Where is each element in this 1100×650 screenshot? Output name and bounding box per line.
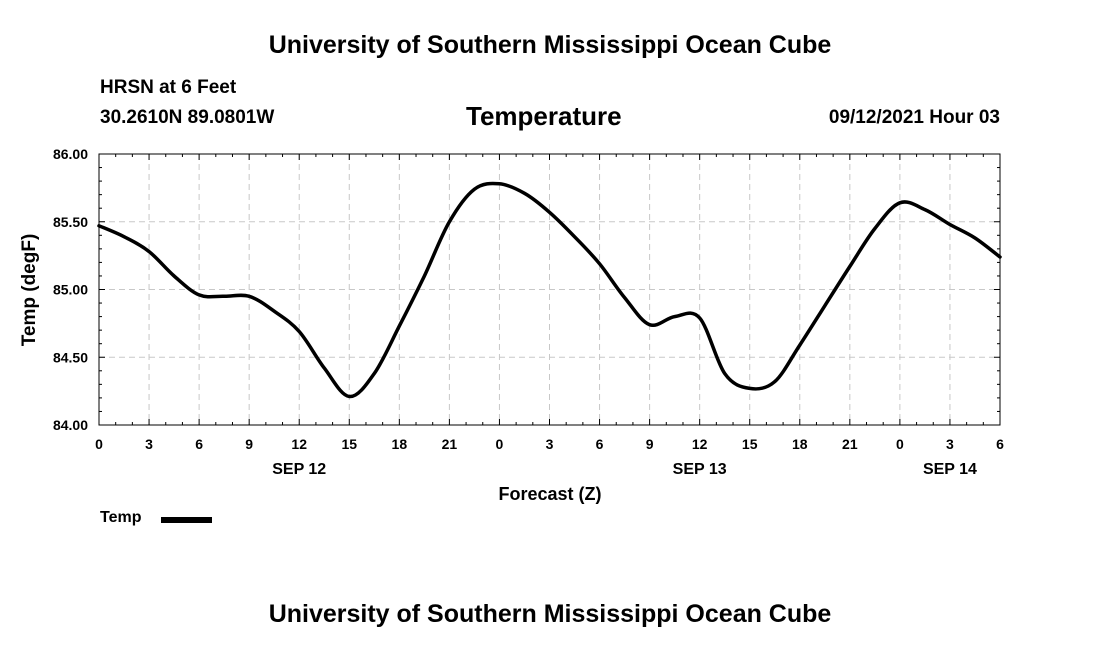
x-tick-label: 12: [291, 436, 307, 452]
y-tick-label: 85.50: [53, 214, 88, 230]
y-tick-label: 84.50: [53, 349, 88, 365]
x-tick-label: 12: [692, 436, 708, 452]
x-tick-label: 18: [792, 436, 808, 452]
chart-title: Temperature: [466, 101, 622, 131]
x-tick-label: 21: [442, 436, 458, 452]
day-labels: SEP 12 SEP 13 SEP 14: [272, 461, 977, 478]
legend-label: Temp: [100, 509, 142, 526]
y-tick-label: 86.00: [53, 146, 88, 162]
page-title: University of Southern Mississippi Ocean…: [268, 31, 832, 59]
x-tick-label: 6: [596, 436, 604, 452]
x-tick-label: 3: [145, 436, 153, 452]
timestamp-label: 09/12/2021 Hour 03: [828, 107, 1000, 128]
day-label: SEP 13: [673, 461, 727, 478]
coordinates-label: 30.2610N 89.0801W: [100, 107, 275, 128]
axis-ticks: [98, 153, 1001, 426]
day-label: SEP 14: [923, 461, 977, 478]
x-tick-label: 15: [341, 436, 357, 452]
x-tick-label: 6: [996, 436, 1004, 452]
x-tick-label: 15: [742, 436, 758, 452]
x-tick-label: 0: [95, 436, 103, 452]
x-tick-labels: 0 3 6 9 12 15 18 21 0 3 6 9 12 15 18 21 0 3 6: [95, 436, 1004, 452]
x-tick-label: 0: [896, 436, 904, 452]
x-tick-label: 3: [546, 436, 554, 452]
x-tick-label: 9: [646, 436, 654, 452]
y-axis-label: Temp (degF): [19, 234, 40, 347]
y-tick-labels: 84.00 84.50 85.00 85.50 86.00: [53, 146, 88, 433]
footer-title: University of Southern Mississippi Ocean…: [268, 600, 832, 628]
x-tick-label: 21: [842, 436, 858, 452]
legend-swatch: [161, 517, 212, 523]
y-tick-label: 84.00: [53, 417, 88, 433]
x-tick-label: 0: [496, 436, 504, 452]
station-label: HRSN at 6 Feet: [100, 77, 237, 98]
y-tick-label: 85.00: [53, 282, 88, 298]
grid-lines: [99, 154, 1000, 425]
temp-series-line: [97, 181, 1002, 399]
x-tick-label: 6: [195, 436, 203, 452]
x-tick-label: 18: [392, 436, 408, 452]
x-tick-label: 3: [946, 436, 954, 452]
x-tick-label: 9: [245, 436, 253, 452]
x-axis-label: Forecast (Z): [498, 484, 601, 504]
day-label: SEP 12: [272, 461, 326, 478]
